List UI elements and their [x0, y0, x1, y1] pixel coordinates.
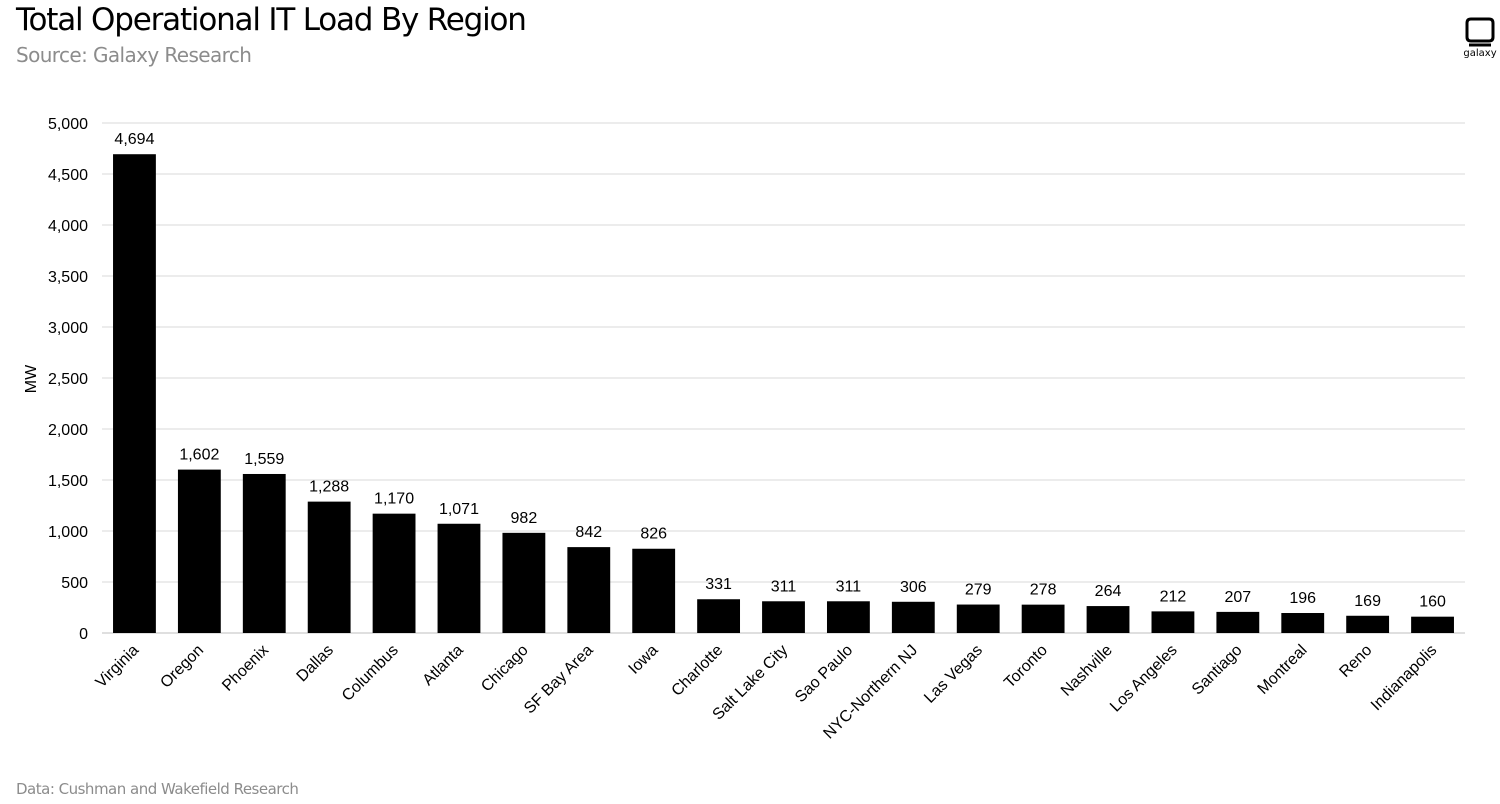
x-tick-label: Los Angeles [1107, 642, 1181, 716]
bar [891, 601, 935, 633]
galaxy-wordmark: galaxy [1463, 48, 1497, 59]
bar [1021, 604, 1065, 633]
data-label: 160 [1419, 594, 1446, 611]
galaxy-logo: galaxy [1458, 14, 1500, 62]
data-label: 331 [705, 576, 732, 593]
y-tick-label: 4,000 [48, 218, 88, 235]
data-source-note: Data: Cushman and Wakefield Research [16, 780, 299, 798]
bar [307, 501, 351, 633]
data-label: 212 [1160, 588, 1187, 605]
bar [1346, 615, 1390, 633]
data-label: 1,170 [374, 491, 414, 508]
bar [1216, 611, 1260, 633]
data-label: 169 [1354, 593, 1381, 610]
bar [437, 523, 481, 633]
x-tick-label: Atlanta [420, 642, 467, 689]
x-tick-label: Phoenix [219, 642, 272, 695]
bar [372, 513, 416, 633]
chart-subtitle: Source: Galaxy Research [16, 43, 252, 67]
bar [1281, 613, 1325, 633]
y-tick-label: 1,000 [48, 524, 88, 541]
bars [113, 154, 1454, 633]
data-label: 264 [1095, 583, 1122, 600]
x-tick-label: Sao Paulo [792, 642, 856, 706]
data-label: 207 [1224, 589, 1251, 606]
x-tick-label: Dallas [294, 642, 337, 685]
y-tick-label: 2,000 [48, 422, 88, 439]
data-label: 4,694 [114, 131, 154, 148]
bar [113, 154, 156, 633]
x-tick-label: Columbus [339, 642, 402, 705]
data-label: 1,602 [179, 447, 219, 464]
data-label: 196 [1289, 590, 1316, 607]
galaxy-logo-icon [1465, 17, 1495, 47]
y-tick-label: 3,500 [48, 269, 88, 286]
bar [1411, 616, 1454, 633]
y-tick-label: 500 [61, 575, 88, 592]
bar [177, 469, 221, 633]
x-tick-label: Toronto [1001, 642, 1051, 692]
x-tick-label: Charlotte [668, 642, 726, 700]
data-labels: 4,694 1,602 1,559 1,288 1,170 1,071 982 842 826 3… [114, 131, 1446, 610]
x-tick-label: Indianapolis [1368, 642, 1440, 714]
data-label: 842 [575, 524, 602, 541]
bar [242, 473, 286, 633]
y-tick-label: 1,500 [48, 473, 88, 490]
data-label: 279 [965, 582, 992, 599]
data-label: 306 [900, 579, 927, 596]
x-tick-label: Iowa [626, 642, 662, 678]
x-tick-label: Virginia [93, 642, 143, 692]
data-label: 826 [640, 526, 667, 543]
x-tick-label: Reno [1336, 642, 1375, 681]
x-tick-label: SF Bay Area [521, 642, 597, 718]
bar [632, 548, 676, 633]
data-label: 1,559 [244, 451, 284, 468]
bar [567, 547, 611, 633]
y-tick-label: 0 [79, 626, 88, 643]
y-tick-label: 2,500 [48, 371, 88, 388]
x-axis-ticks: Virginia Oregon Phoenix Dallas Columbus Atlan… [93, 642, 1441, 743]
bar [502, 532, 546, 633]
bar [697, 599, 741, 633]
data-label: 311 [771, 578, 797, 595]
x-tick-label: Las Vegas [921, 642, 986, 707]
x-tick-label: Chicago [478, 642, 532, 696]
data-label: 982 [511, 510, 538, 527]
data-label: 278 [1030, 582, 1057, 599]
y-axis-label: MW [23, 364, 40, 393]
data-label: 1,071 [439, 501, 479, 518]
x-tick-label: Santiago [1189, 642, 1246, 699]
bar [826, 601, 870, 633]
x-tick-label: Oregon [157, 642, 207, 692]
bar [1151, 611, 1195, 633]
grid-lines [102, 122, 1465, 583]
y-tick-label: 5,000 [48, 116, 88, 133]
x-tick-label: Montreal [1255, 642, 1311, 698]
bar [762, 601, 805, 633]
y-tick-label: 3,000 [48, 320, 88, 337]
bar [1086, 606, 1130, 633]
y-tick-label: 4,500 [48, 167, 88, 184]
data-label: 1,288 [309, 479, 349, 496]
bar [956, 604, 1000, 633]
x-tick-label: Nashville [1058, 642, 1116, 700]
chart-title: Total Operational IT Load By Region [16, 2, 527, 38]
y-axis-ticks: 0 500 1,000 1,500 2,000 2,500 3,000 3,500 4,000 4… [48, 116, 88, 643]
data-label: 311 [836, 578, 862, 595]
